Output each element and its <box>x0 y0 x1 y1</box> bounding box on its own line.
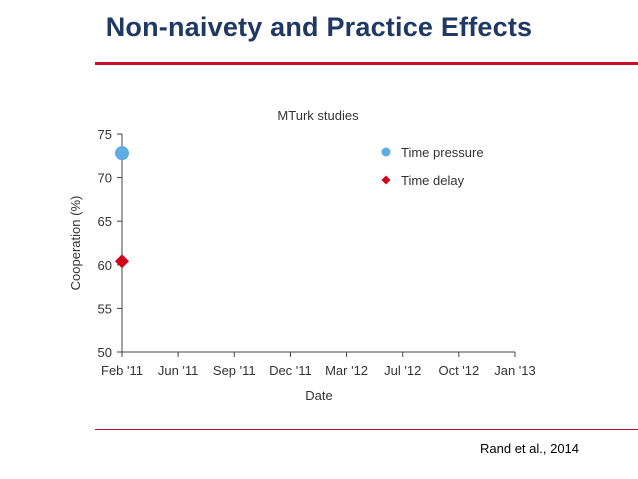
x-tick-label: Dec '11 <box>269 363 312 378</box>
y-tick-label: 50 <box>98 345 112 360</box>
x-tick-label: Oct '12 <box>438 363 479 378</box>
chart-title: MTurk studies <box>277 108 359 123</box>
citation: Rand et al., 2014 <box>480 441 580 456</box>
slide-title: Non-naivety and Practice Effects <box>105 12 533 42</box>
legend-time-pressure-marker <box>381 147 391 157</box>
y-tick-label: 75 <box>98 127 112 142</box>
y-axis-label: Cooperation (%) <box>68 196 83 291</box>
title-divider <box>95 62 638 65</box>
x-tick-label: Jun '11 <box>158 363 199 378</box>
time-delay-point <box>115 254 129 269</box>
x-tick-label: Sep '11 <box>213 363 256 378</box>
x-tick-label: Mar '12 <box>325 363 368 378</box>
footer-divider <box>95 429 638 430</box>
x-tick-label: Feb '11 <box>101 363 143 378</box>
y-tick-label: 70 <box>98 171 112 186</box>
legend-label: Time delay <box>401 173 465 188</box>
y-tick-label: 55 <box>98 301 112 316</box>
x-axis-label: Date <box>305 388 332 403</box>
x-tick-label: Jan '13 <box>494 363 536 378</box>
legend-time-delay-marker <box>381 175 391 185</box>
time-pressure-point <box>115 146 129 161</box>
legend-label: Time pressure <box>401 145 484 160</box>
y-tick-label: 65 <box>98 214 112 229</box>
x-tick-label: Jul '12 <box>384 363 421 378</box>
y-tick-label: 60 <box>98 258 112 273</box>
